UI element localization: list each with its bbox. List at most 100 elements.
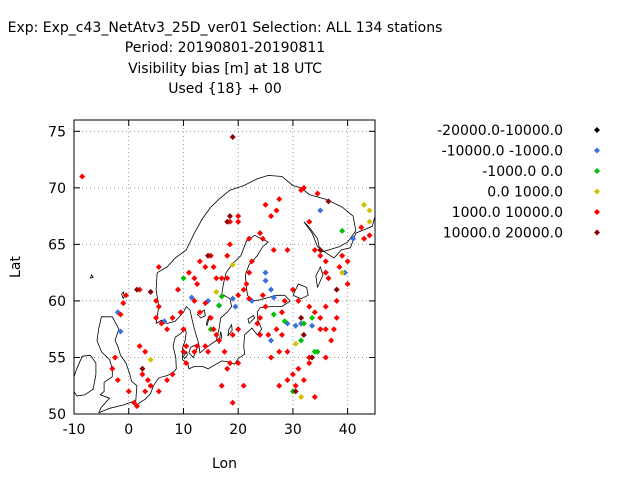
coastline — [227, 323, 233, 337]
legend-label: 1000.0 10000.0 — [452, 205, 563, 221]
data-point — [216, 337, 223, 344]
data-point — [180, 348, 187, 355]
axis-ticks: -10 0 10 20 30 40 50 55 60 65 70 75 — [48, 120, 375, 438]
y-tick-label: 65 — [48, 237, 66, 253]
title-line-3: Visibility bias [m] at 18 UTC — [128, 61, 322, 77]
y-axis-label: Lat — [8, 256, 24, 278]
data-point — [246, 269, 253, 276]
title-line-4: Used {18} + 00 — [168, 81, 282, 97]
plot-frame — [73, 119, 376, 415]
data-point — [213, 275, 220, 282]
data-point — [254, 320, 261, 327]
data-point — [229, 261, 236, 268]
data-point — [229, 295, 236, 302]
data-points — [79, 133, 373, 410]
data-point — [325, 275, 332, 282]
legend-marker — [594, 127, 600, 133]
data-point — [268, 213, 275, 220]
data-point — [366, 218, 373, 225]
data-point — [240, 286, 247, 293]
data-point — [240, 382, 247, 389]
data-point — [270, 294, 277, 301]
data-point — [153, 297, 160, 304]
coastline — [292, 283, 309, 300]
data-point — [289, 371, 296, 378]
coastline — [73, 354, 97, 397]
x-tick-label: 10 — [175, 422, 193, 438]
data-point — [292, 388, 299, 395]
data-point — [188, 294, 195, 301]
data-point — [268, 286, 275, 293]
data-point — [248, 258, 255, 265]
data-point — [224, 275, 231, 282]
data-point — [273, 207, 280, 214]
data-point — [191, 275, 198, 282]
data-point — [339, 269, 346, 276]
data-point — [317, 247, 324, 254]
data-point — [306, 218, 313, 225]
data-point — [183, 343, 190, 350]
data-point — [133, 403, 140, 410]
data-point — [257, 230, 264, 237]
data-point — [136, 343, 143, 350]
data-point — [196, 258, 203, 265]
data-point — [292, 322, 299, 329]
data-point — [213, 331, 220, 338]
data-point — [112, 354, 119, 361]
data-point — [309, 322, 316, 329]
data-point — [270, 247, 277, 254]
data-point — [330, 326, 337, 333]
data-point — [205, 252, 212, 259]
data-point — [196, 309, 203, 316]
data-point — [147, 356, 154, 363]
data-point — [169, 314, 176, 321]
legend-label: -10000.0 -1000.0 — [442, 144, 563, 160]
data-point — [292, 382, 299, 389]
data-point — [114, 377, 121, 384]
data-point — [276, 348, 283, 355]
data-point — [131, 399, 138, 406]
data-point — [235, 213, 242, 220]
data-point — [133, 286, 140, 293]
coastline — [183, 350, 188, 360]
legend-marker — [594, 168, 600, 174]
legend-label: 10000.0 20000.0 — [443, 226, 563, 242]
data-point — [333, 297, 340, 304]
legend-marker — [594, 147, 600, 154]
data-point — [317, 207, 324, 214]
data-point — [164, 377, 171, 384]
data-point — [311, 309, 318, 316]
data-point — [270, 311, 277, 318]
data-point — [246, 295, 253, 302]
data-point — [262, 303, 269, 310]
data-point — [284, 348, 291, 355]
data-point — [210, 326, 217, 333]
data-point — [309, 314, 316, 321]
data-point — [322, 326, 329, 333]
data-point — [322, 354, 329, 361]
data-point — [246, 235, 253, 242]
data-point — [243, 280, 250, 287]
data-point — [229, 133, 236, 140]
data-point — [169, 371, 176, 378]
data-point — [333, 314, 340, 321]
data-point — [257, 331, 264, 338]
data-point — [229, 399, 236, 406]
title-line-2: Period: 20190801-20190811 — [124, 40, 326, 56]
data-point — [142, 348, 149, 355]
data-point — [322, 303, 329, 310]
data-point — [333, 286, 340, 293]
data-point — [194, 343, 201, 350]
data-point — [218, 275, 225, 282]
data-point — [276, 382, 283, 389]
data-point — [139, 371, 146, 378]
data-point — [344, 280, 351, 287]
data-point — [183, 360, 190, 367]
data-point — [191, 348, 198, 355]
x-tick-label: 0 — [124, 422, 133, 438]
data-point — [336, 264, 343, 270]
data-point — [328, 337, 335, 344]
data-point — [125, 388, 132, 395]
data-point — [216, 302, 223, 309]
legend-marker — [594, 209, 600, 215]
